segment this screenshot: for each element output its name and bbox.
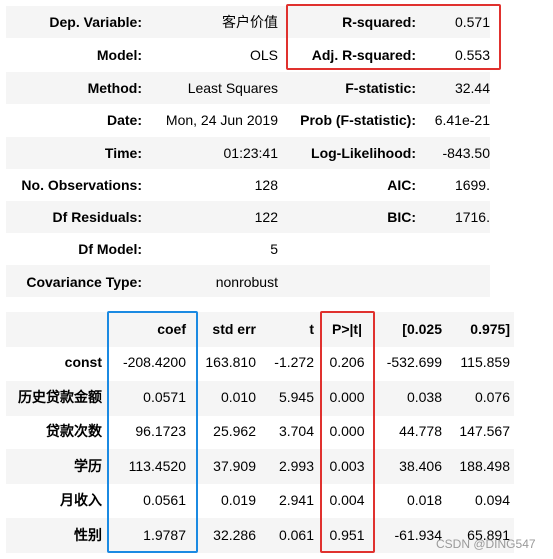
coef-cell: 0.003 (329, 458, 365, 474)
coef-cell: 113.4520 (128, 458, 186, 474)
coef-stripe (6, 381, 514, 416)
coef-cell: -208.4200 (122, 354, 186, 370)
summary-label: No. Observations: (21, 177, 142, 193)
summary-label: Covariance Type: (26, 274, 142, 290)
summary-label: F-statistic: (345, 80, 416, 96)
summary-stripe (6, 137, 490, 169)
summary-label: Df Residuals: (52, 209, 142, 225)
coef-cell: 163.810 (205, 354, 256, 370)
coef-row-name: 历史贷款金额 (18, 389, 102, 405)
coef-cell: 32.286 (213, 527, 256, 543)
coef-cell: 0.000 (329, 389, 365, 405)
coef-row-name: const (64, 354, 102, 370)
summary-label: Date: (106, 112, 142, 128)
coef-cell: 65.891 (467, 527, 510, 543)
coef-cell: -532.699 (386, 354, 442, 370)
coef-cell: 96.1723 (135, 423, 186, 439)
summary-value: 01:23:41 (223, 145, 279, 161)
coef-cell: 0.0571 (143, 389, 186, 405)
summary-value: -843.50 (442, 145, 490, 161)
coef-cell: 5.945 (278, 389, 314, 405)
coef-row-name: 性别 (74, 527, 102, 543)
summary-value: 128 (254, 177, 278, 193)
coef-cell: 0.038 (406, 389, 442, 405)
summary-value: Mon, 24 Jun 2019 (165, 112, 278, 128)
coef-header: 0.975] (470, 321, 510, 337)
coef-cell: 0.076 (474, 389, 510, 405)
coef-cell: -61.934 (394, 527, 442, 543)
coef-stripe (6, 449, 514, 484)
watermark: CSDN @DING547 (436, 537, 536, 551)
summary-value: 32.44 (454, 80, 490, 96)
coef-cell: 188.498 (459, 458, 510, 474)
summary-value: 6.41e-21 (434, 112, 490, 128)
summary-value: 0.571 (454, 14, 490, 30)
coef-cell: 0.061 (278, 527, 314, 543)
summary-value: 0.553 (454, 47, 490, 63)
coef-cell: 2.941 (278, 492, 314, 508)
summary-label: Adj. R-squared: (311, 47, 416, 63)
coef-cell: 3.704 (278, 423, 314, 439)
coef-cell: 44.778 (399, 423, 442, 439)
coef-stripe (6, 312, 514, 347)
coef-cell: 0.951 (329, 527, 365, 543)
summary-label: Model: (96, 47, 142, 63)
summary-label: Prob (F-statistic): (300, 112, 416, 128)
summary-value: 1699. (454, 177, 490, 193)
coef-header: coef (157, 321, 186, 337)
coef-cell: 0.019 (220, 492, 256, 508)
summary-label: R-squared: (342, 14, 416, 30)
summary-label: Time: (104, 145, 142, 161)
summary-value: OLS (249, 47, 278, 63)
summary-label: AIC: (387, 177, 416, 193)
coef-header: t (309, 321, 314, 337)
summary-value: 122 (254, 209, 278, 225)
coef-cell: 147.567 (459, 423, 510, 439)
coef-header: std err (212, 321, 256, 337)
coef-row-name: 月收入 (60, 492, 102, 508)
summary-value: Least Squares (187, 80, 278, 96)
coef-cell: 37.909 (213, 458, 256, 474)
summary-label: Log-Likelihood: (311, 145, 416, 161)
summary-stripe (6, 6, 490, 38)
coef-cell: 0.000 (329, 423, 365, 439)
coef-cell: 115.859 (460, 354, 510, 370)
coef-header: [0.025 (402, 321, 442, 337)
summary-label: BIC: (387, 209, 416, 225)
coef-cell: 38.406 (399, 458, 442, 474)
coef-cell: 0.018 (406, 492, 442, 508)
coef-row-name: 贷款次数 (46, 423, 102, 439)
summary-label: Method: (87, 80, 142, 96)
coef-cell: 1.9787 (143, 527, 186, 543)
summary-stripe (6, 72, 490, 104)
summary-value: 5 (270, 241, 278, 257)
summary-label: Df Model: (78, 241, 142, 257)
coef-row-name: 学历 (74, 458, 102, 474)
summary-value: nonrobust (215, 274, 278, 290)
coef-cell: 25.962 (213, 423, 256, 439)
coef-stripe (6, 518, 514, 553)
coef-cell: 0.094 (474, 492, 510, 508)
summary-value: 1716. (454, 209, 490, 225)
summary-stripe (6, 265, 490, 297)
coef-cell: 0.0561 (143, 492, 186, 508)
coef-cell: 0.004 (329, 492, 365, 508)
summary-value: 客户价值 (222, 14, 278, 30)
summary-label: Dep. Variable: (49, 14, 142, 30)
coef-header: P>|t| (331, 321, 362, 337)
summary-stripe (6, 201, 490, 233)
coef-cell: 2.993 (278, 458, 314, 474)
coef-cell: 0.206 (329, 354, 365, 370)
coef-cell: 0.010 (220, 389, 256, 405)
coef-cell: -1.272 (274, 354, 314, 370)
